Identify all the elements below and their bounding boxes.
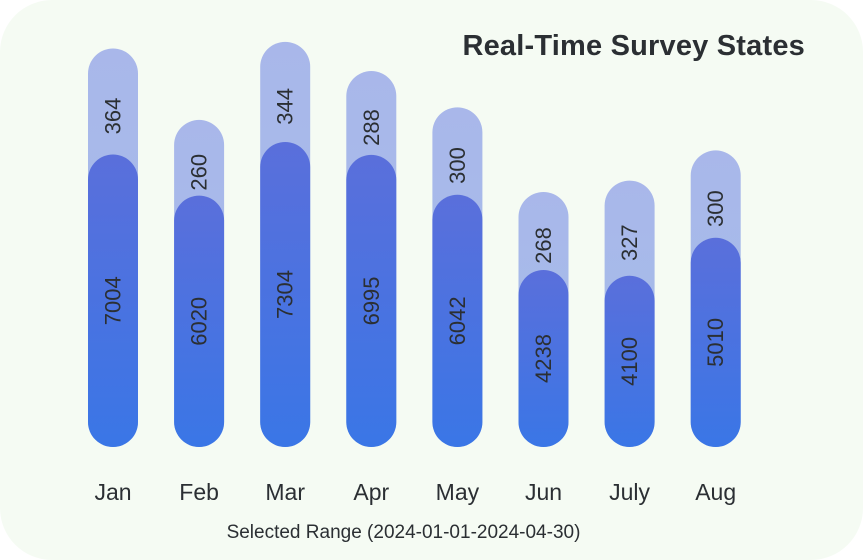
x-tick-label-apr: Apr: [353, 479, 389, 505]
chart-subtitle: Selected Range (2024-01-01-2024-04-30): [226, 522, 581, 543]
x-tick-label-mar: Mar: [265, 479, 305, 505]
data-label-bottom-feb: 6020: [187, 297, 212, 346]
bar-segment-bottom-jun: [518, 270, 569, 447]
x-tick-label-jun: Jun: [525, 479, 562, 505]
data-label-bottom-may: 6042: [445, 296, 470, 345]
data-label-top-jan: 364: [101, 98, 126, 135]
data-label-top-apr: 288: [359, 109, 384, 146]
data-label-bottom-jan: 7004: [101, 276, 126, 325]
data-label-bottom-mar: 7304: [273, 270, 298, 319]
data-label-bottom-aug: 5010: [703, 318, 728, 367]
data-label-top-may: 300: [445, 147, 470, 184]
data-label-bottom-apr: 6995: [359, 276, 384, 325]
x-tick-label-aug: Aug: [695, 479, 736, 505]
chart-title: Real-Time Survey States: [462, 30, 805, 62]
data-label-top-mar: 344: [273, 88, 298, 125]
bar-segment-bottom-apr: [346, 154, 397, 447]
bar-segment-bottom-feb: [174, 195, 225, 447]
bar-segment-bottom-aug: [690, 237, 741, 447]
data-label-top-aug: 300: [703, 190, 728, 227]
data-label-top-feb: 260: [187, 154, 212, 191]
bar-segment-bottom-mar: [260, 142, 311, 447]
data-label-top-july: 327: [617, 224, 642, 261]
x-tick-label-may: May: [436, 479, 480, 505]
bar-segment-bottom-may: [432, 194, 483, 447]
data-label-top-jun: 268: [531, 227, 556, 264]
x-tick-label-feb: Feb: [179, 479, 219, 505]
x-tick-label-july: July: [609, 479, 650, 505]
bar-segment-bottom-jan: [88, 154, 138, 447]
x-tick-label-jan: Jan: [94, 479, 131, 505]
bar-segment-bottom-july: [604, 275, 655, 447]
data-label-bottom-jun: 4238: [531, 334, 556, 383]
data-label-bottom-july: 4100: [617, 337, 642, 386]
